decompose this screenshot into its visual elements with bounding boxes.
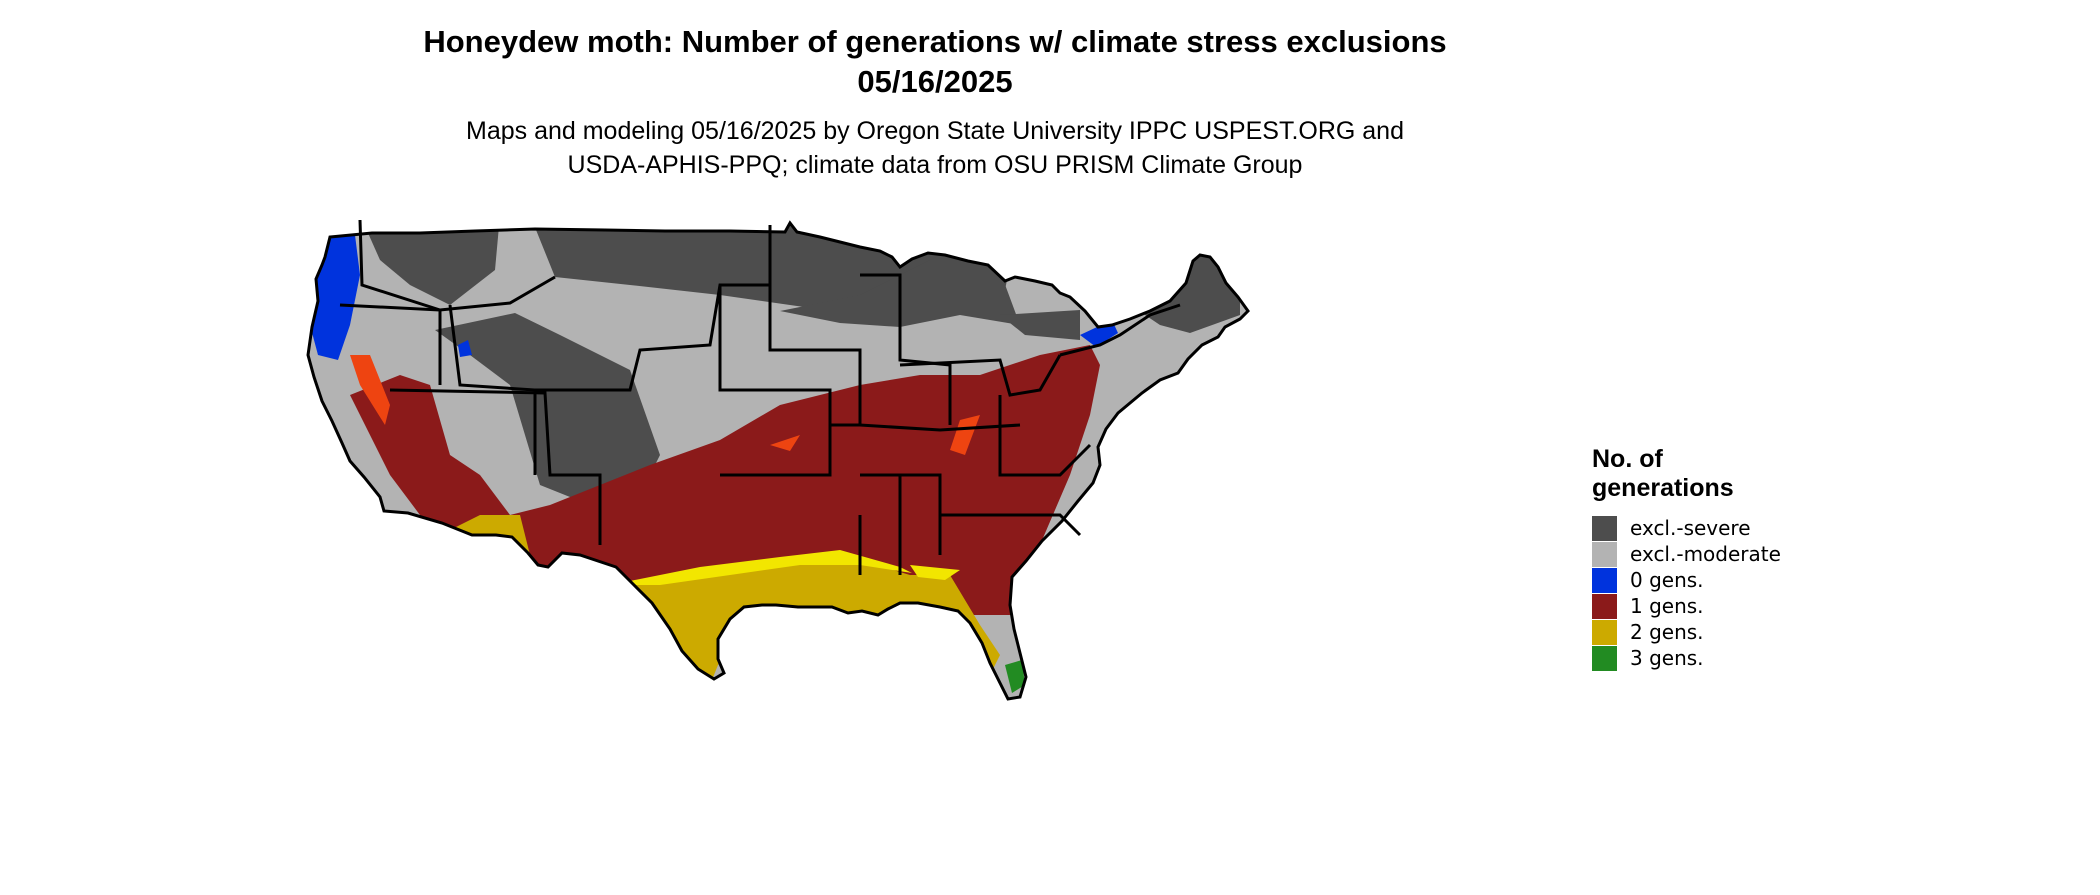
legend-item-0-gens: 0 gens.	[1592, 567, 1792, 593]
state-borders	[306, 219, 1250, 701]
map-title-line1: Honeydew moth: Number of generations w/ …	[423, 24, 1447, 59]
map-title: Honeydew moth: Number of generations w/ …	[0, 22, 1870, 102]
legend-label: excl.-severe	[1630, 516, 1751, 540]
legend-label: 2 gens.	[1630, 620, 1704, 644]
legend-swatch	[1592, 515, 1617, 541]
legend-label: excl.-moderate	[1630, 542, 1781, 566]
legend-item-2-gens: 2 gens.	[1592, 619, 1792, 645]
map-title-date: 05/16/2025	[857, 64, 1013, 99]
us-map	[300, 215, 1580, 895]
legend-swatch	[1592, 567, 1617, 593]
map-subtitle-line1: Maps and modeling 05/16/2025 by Oregon S…	[466, 117, 1404, 145]
legend-swatch	[1592, 541, 1617, 567]
legend-item-excl-moderate: excl.-moderate	[1592, 541, 1792, 567]
legend-item-3-gens: 3 gens.	[1592, 645, 1792, 671]
us-map-svg	[306, 219, 1250, 701]
legend-title-line1: No. of	[1592, 445, 1663, 473]
legend-label: 3 gens.	[1630, 646, 1704, 670]
legend: No. of generations excl.-severe excl.-mo…	[1592, 445, 1792, 671]
legend-item-1-gens: 1 gens.	[1592, 593, 1792, 619]
map-subtitle: Maps and modeling 05/16/2025 by Oregon S…	[0, 114, 1870, 182]
legend-label: 1 gens.	[1630, 594, 1704, 618]
legend-swatch	[1592, 593, 1617, 619]
legend-swatch	[1592, 619, 1617, 645]
legend-item-excl-severe: excl.-severe	[1592, 515, 1792, 541]
title-block: Honeydew moth: Number of generations w/ …	[0, 22, 1870, 182]
map-subtitle-line2: USDA-APHIS-PPQ; climate data from OSU PR…	[567, 151, 1303, 179]
legend-title-line2: generations	[1592, 474, 1734, 502]
legend-label: 0 gens.	[1630, 568, 1704, 592]
legend-title: No. of generations	[1592, 445, 1792, 503]
zone-3-gen	[718, 653, 1025, 693]
legend-swatch	[1592, 645, 1617, 671]
zone-fringe	[350, 355, 980, 455]
